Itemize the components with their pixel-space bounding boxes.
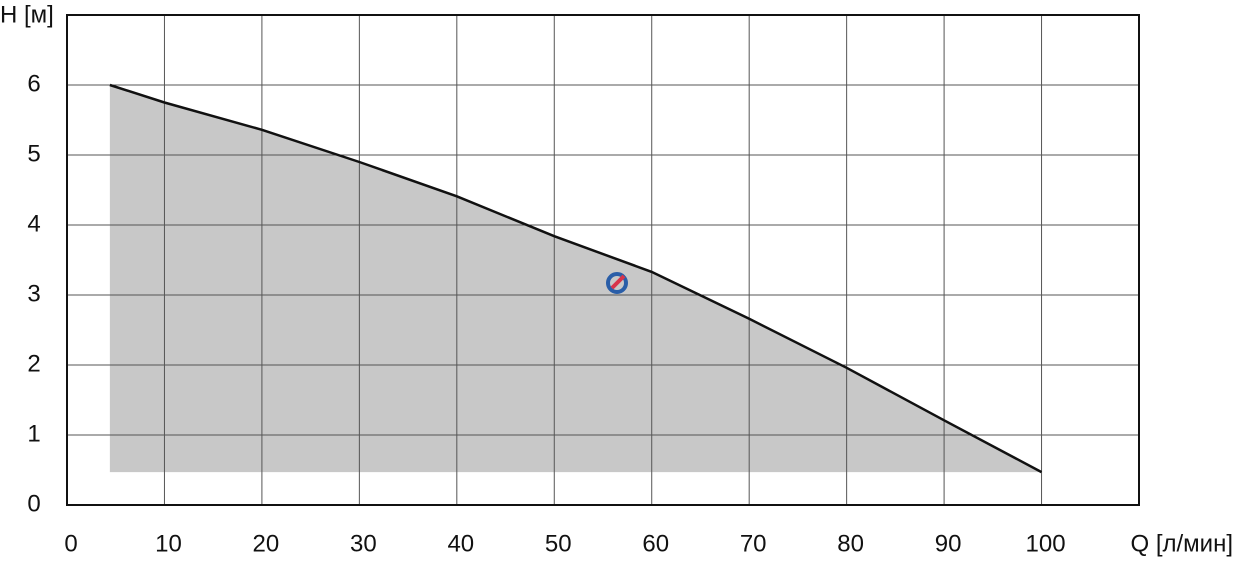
- x-tick-label: 60: [642, 530, 669, 557]
- x-tick-label: 30: [350, 530, 377, 557]
- y-tick-label: 5: [27, 140, 40, 167]
- x-tick-label: 20: [253, 530, 280, 557]
- logo-ring: [606, 272, 628, 294]
- y-tick-label: 4: [27, 210, 40, 237]
- plot-border: [66, 14, 1140, 506]
- y-tick-label: 0: [27, 490, 40, 517]
- y-tick-label: 6: [27, 70, 40, 97]
- x-tick-label: 80: [837, 530, 864, 557]
- logo-arrow: [610, 274, 626, 290]
- curve: [109, 83, 1043, 474]
- y-tick-label: 3: [27, 280, 40, 307]
- area-fill: [109, 85, 1042, 473]
- x-tick-label: 10: [155, 530, 182, 557]
- x-tick-label: 100: [1026, 530, 1066, 557]
- x-tick-label: 90: [935, 530, 962, 557]
- y-tick-label: 2: [27, 350, 40, 377]
- x-tick-label: 0: [64, 530, 77, 557]
- x-tick-label: 50: [545, 530, 572, 557]
- x-axis-label: Q [л/мин]: [1130, 530, 1233, 557]
- y-tick-label: 1: [27, 420, 40, 447]
- x-tick-label: 40: [447, 530, 474, 557]
- x-tick-label: 70: [740, 530, 767, 557]
- y-axis-label: H [м]: [0, 1, 54, 28]
